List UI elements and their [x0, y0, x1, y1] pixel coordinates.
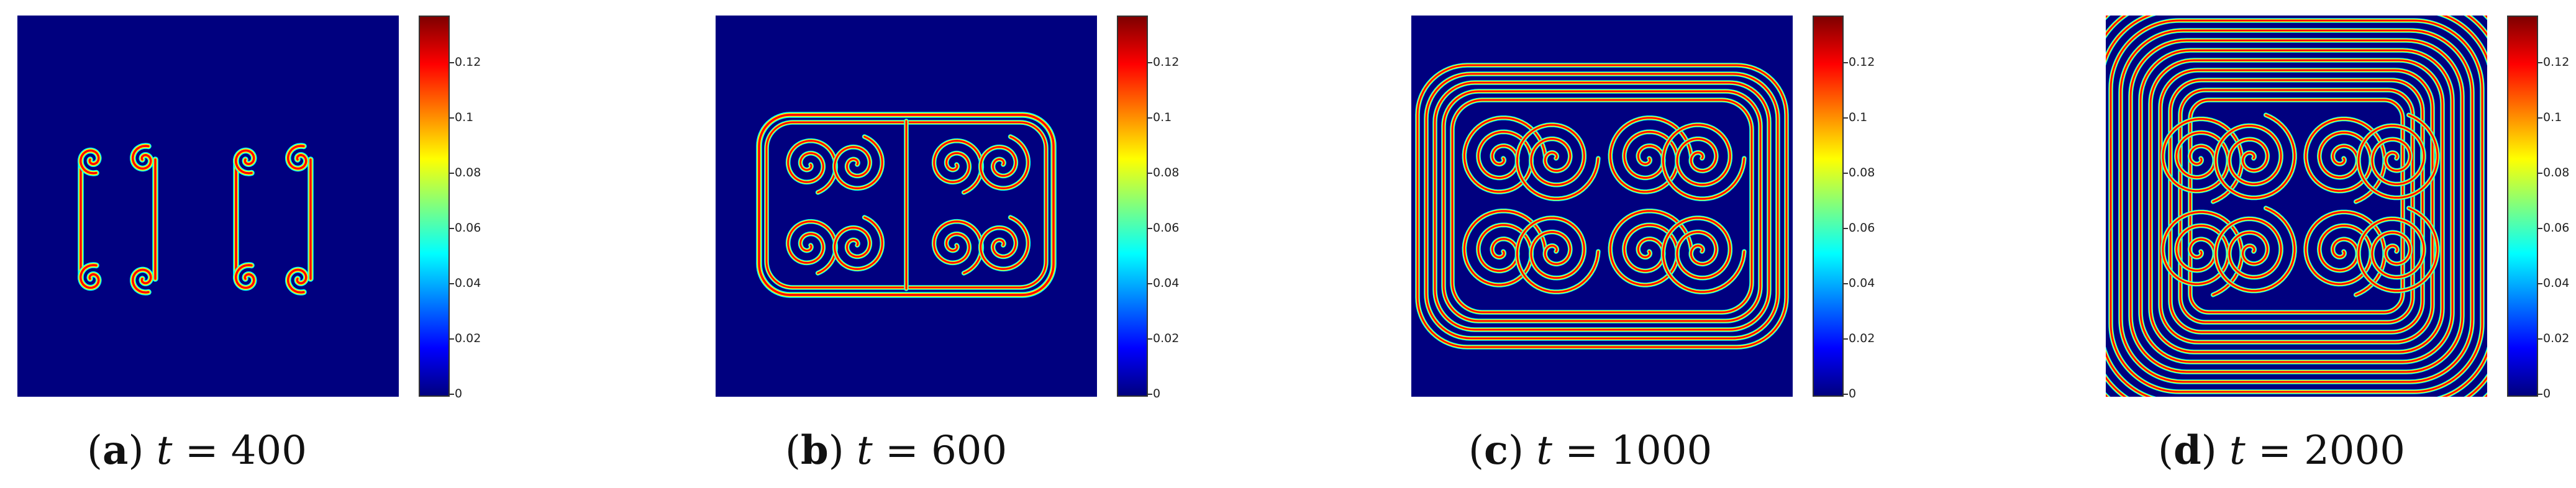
tick-004: 0.04: [1843, 276, 1875, 290]
tick-008: 0.08: [449, 166, 481, 179]
spiral-waves-d: [2106, 16, 2487, 397]
field-plot-c: [1411, 16, 1793, 397]
colorbar-a: [419, 16, 450, 397]
tick-002: 0.02: [2537, 332, 2570, 345]
tick-01: 0.1: [1147, 111, 1172, 124]
tick-012: 0.12: [1147, 55, 1180, 69]
tick-0: 0: [1843, 387, 1857, 400]
colorbar-ticks-a: 0 0.02 0.04 0.06 0.08 0.1 0.12: [449, 16, 504, 400]
colorbar-c: [1813, 16, 1844, 397]
tick-01: 0.1: [1843, 111, 1868, 124]
tick-01: 0.1: [2537, 111, 2562, 124]
caption-a: (a) t = 400: [87, 427, 307, 474]
tick-008: 0.08: [1147, 166, 1180, 179]
tick-0: 0: [1147, 387, 1161, 400]
field-plot-d: [2106, 16, 2487, 397]
tick-002: 0.02: [449, 332, 481, 345]
tick-01: 0.1: [449, 111, 474, 124]
colorbar-ticks-b: 0 0.02 0.04 0.06 0.08 0.1 0.12: [1147, 16, 1203, 400]
tick-006: 0.06: [1147, 221, 1180, 235]
colorbar-ticks-d: 0 0.02 0.04 0.06 0.08 0.1 0.12: [2537, 16, 2576, 400]
spiral-waves-a: [78, 143, 314, 296]
tick-004: 0.04: [449, 276, 481, 290]
tick-012: 0.12: [2537, 55, 2570, 69]
tick-008: 0.08: [2537, 166, 2570, 179]
panel-a: 0 0.02 0.04 0.06 0.08 0.1 0.12 (a) t = 4…: [0, 0, 644, 488]
tick-012: 0.12: [449, 55, 481, 69]
tick-002: 0.02: [1843, 332, 1875, 345]
tick-006: 0.06: [1843, 221, 1875, 235]
tick-012: 0.12: [1843, 55, 1875, 69]
tick-0: 0: [449, 387, 463, 400]
caption-c: (c) t = 1000: [1468, 427, 1713, 474]
tick-0: 0: [2537, 387, 2551, 400]
colorbar-b: [1117, 16, 1148, 397]
tick-008: 0.08: [1843, 166, 1875, 179]
spiral-waves-b: [756, 112, 1057, 298]
spiral-waves-c: [1415, 63, 1789, 350]
caption-b: (b) t = 600: [785, 427, 1008, 474]
panel-b: 0 0.02 0.04 0.06 0.08 0.1 0.12 (b) t = 6…: [698, 0, 1342, 488]
field-plot-a: [17, 16, 399, 397]
tick-004: 0.04: [1147, 276, 1180, 290]
panel-d: 0 0.02 0.04 0.06 0.08 0.1 0.12 (d) t = 2…: [2090, 0, 2576, 488]
panel-c: 0 0.02 0.04 0.06 0.08 0.1 0.12 (c) t = 1…: [1394, 0, 2037, 488]
field-plot-b: [716, 16, 1097, 397]
tick-004: 0.04: [2537, 276, 2570, 290]
tick-006: 0.06: [449, 221, 481, 235]
tick-006: 0.06: [2537, 221, 2570, 235]
caption-d: (d) t = 2000: [2158, 427, 2405, 474]
tick-002: 0.02: [1147, 332, 1180, 345]
colorbar-d: [2507, 16, 2538, 397]
colorbar-ticks-c: 0 0.02 0.04 0.06 0.08 0.1 0.12: [1843, 16, 1898, 400]
